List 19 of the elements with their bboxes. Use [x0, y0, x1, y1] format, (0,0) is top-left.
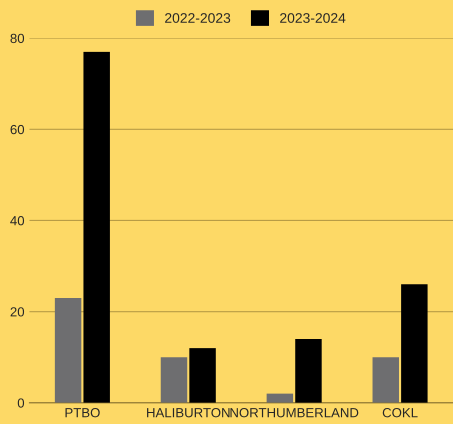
x-tick-label: NORTHUMBERLAND: [230, 408, 358, 418]
x-tick-label: PTBO: [66, 408, 100, 418]
bar: [266, 394, 294, 403]
bar: [189, 348, 216, 403]
bar: [295, 338, 322, 403]
bar: [401, 284, 428, 403]
bar: [372, 357, 399, 403]
bar: [160, 357, 188, 403]
y-tick-label: 40: [10, 216, 24, 226]
x-tick-label: HALIBURTON: [147, 408, 230, 418]
bar: [54, 298, 82, 403]
y-tick-label: 20: [10, 307, 24, 317]
legend-label: 2022-2023: [165, 13, 230, 23]
legend-label: 2023-2024: [280, 13, 346, 23]
y-tick-label: 0: [18, 398, 24, 408]
y-tick-label: 80: [10, 34, 24, 44]
x-tick-label: COKL: [382, 408, 418, 418]
bar: [83, 52, 110, 403]
y-tick-label: 60: [10, 124, 24, 134]
